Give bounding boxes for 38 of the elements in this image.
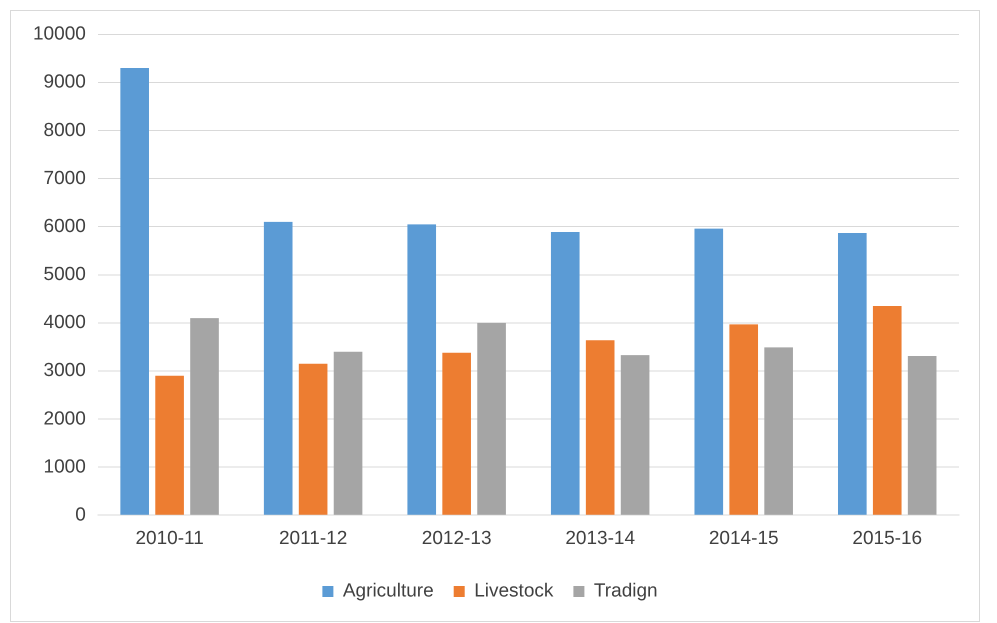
y-tick-label: 9000 bbox=[44, 72, 86, 93]
y-tick-label: 1000 bbox=[44, 456, 86, 478]
x-tick-label: 2010-11 bbox=[135, 528, 204, 549]
y-tick-label: 0 bbox=[75, 504, 86, 526]
bar bbox=[729, 324, 758, 515]
y-tick-label: 5000 bbox=[44, 264, 86, 286]
legend-label: Tradign bbox=[594, 580, 658, 602]
bar bbox=[477, 322, 506, 515]
bar bbox=[764, 347, 793, 515]
bar bbox=[872, 306, 902, 515]
x-tick-label: 2014-15 bbox=[708, 528, 779, 549]
bar bbox=[908, 356, 936, 515]
y-tick-label: 3000 bbox=[44, 360, 86, 382]
y-tick-label: 7000 bbox=[44, 168, 86, 189]
bar bbox=[407, 224, 436, 515]
bar bbox=[442, 352, 471, 515]
bar bbox=[298, 364, 328, 515]
bar bbox=[190, 318, 219, 515]
bar bbox=[155, 376, 184, 515]
bar bbox=[550, 232, 580, 515]
y-tick-label: 6000 bbox=[44, 216, 86, 237]
y-tick-label: 2000 bbox=[44, 408, 86, 430]
bar bbox=[264, 222, 293, 515]
y-tick-label: 8000 bbox=[44, 120, 86, 141]
bar bbox=[838, 232, 867, 515]
x-tick-label: 2013-14 bbox=[565, 528, 636, 549]
x-tick-label: 2011-12 bbox=[278, 528, 348, 549]
x-tick-label: 2015-16 bbox=[852, 528, 922, 549]
x-tick-label: 2012-13 bbox=[422, 528, 492, 549]
bar bbox=[120, 68, 149, 515]
legend-label: Agriculture bbox=[342, 580, 434, 602]
bar bbox=[620, 355, 650, 515]
y-tick-label: 10000 bbox=[32, 24, 86, 45]
bar bbox=[586, 340, 614, 515]
bar bbox=[694, 228, 724, 515]
y-tick-label: 4000 bbox=[44, 312, 86, 334]
bar bbox=[334, 352, 362, 515]
legend-label: Livestock bbox=[474, 580, 554, 602]
